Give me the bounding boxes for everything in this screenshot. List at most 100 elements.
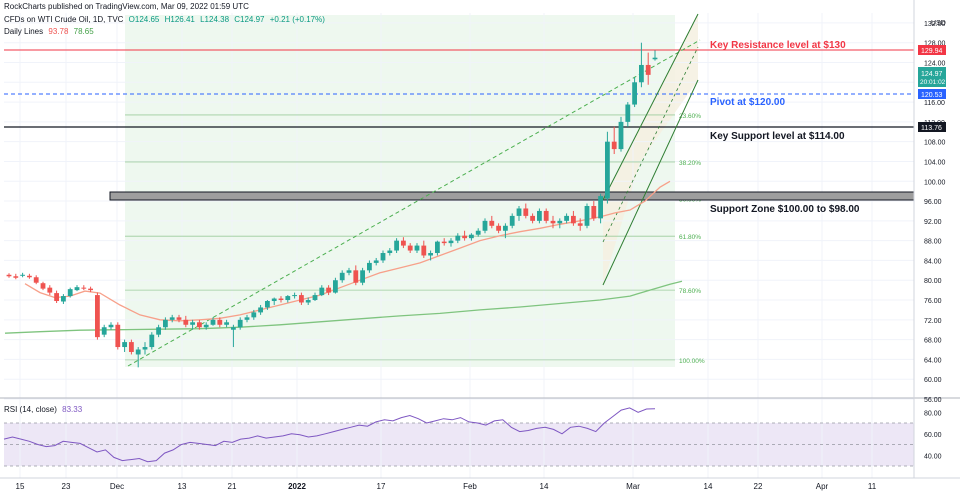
candle-body — [530, 215, 535, 221]
candle-body — [88, 288, 93, 291]
open-value: O124.65 — [128, 15, 160, 24]
candle-body — [203, 324, 209, 328]
candle-body — [489, 220, 495, 226]
candle-body — [571, 215, 576, 224]
candle-body — [217, 319, 223, 325]
candle-body — [387, 250, 393, 254]
rsi-legend: RSI (14, close) 83.33 — [4, 405, 82, 414]
candle-body — [319, 287, 325, 296]
time-tick-label: Apr — [816, 482, 829, 491]
candle-body — [618, 121, 624, 150]
pivot-annotation: Pivot at $120.00 — [710, 97, 785, 108]
time-tick-label: 15 — [16, 482, 25, 491]
time-tick-label: 14 — [704, 482, 713, 491]
support-badge-text: 113.76 — [921, 125, 942, 132]
ma-slow-value: 78.65 — [73, 27, 94, 36]
ma-slow-line — [4, 280, 683, 334]
price-tick-label: 80.00 — [924, 278, 942, 285]
price-tick-label: 68.00 — [924, 338, 942, 345]
candle-body — [129, 342, 134, 352]
candle-body — [455, 235, 461, 241]
moving-averages — [4, 180, 683, 334]
low-value: L124.38 — [200, 15, 230, 24]
candle-body — [299, 295, 304, 303]
candle-body — [625, 104, 631, 122]
ma-legend-label: Daily Lines — [4, 27, 44, 36]
candle-body — [190, 322, 195, 325]
candle-body — [550, 220, 556, 224]
rsi-tick-label: 80.00 — [924, 410, 942, 417]
candle-body — [271, 298, 277, 302]
time-tick-label: 21 — [228, 482, 237, 491]
countdown-text: 20:01:02 — [920, 79, 946, 86]
rsi-value: 83.33 — [62, 405, 83, 414]
candle-body — [645, 64, 651, 75]
pivot-badge-text: 120.53 — [921, 92, 943, 99]
candle-body — [156, 327, 161, 335]
candle-body — [435, 241, 440, 254]
candle-body — [115, 324, 121, 348]
pivot-badge — [918, 89, 946, 99]
candle-body — [312, 295, 318, 301]
candle-body — [557, 220, 563, 224]
candle-body — [605, 141, 610, 199]
candle-body — [67, 289, 73, 297]
change-value: +0.21 (+0.17%) — [269, 15, 325, 24]
candle-body — [20, 274, 25, 276]
price-tick-label: 116.00 — [924, 100, 945, 107]
candle-body — [135, 349, 141, 355]
candle-body — [360, 270, 365, 283]
candle-body — [176, 317, 182, 320]
candle-body — [441, 241, 447, 244]
resistance-badge — [918, 45, 946, 55]
candle-body — [6, 274, 12, 277]
candle-body — [401, 240, 406, 246]
candle-body — [333, 280, 338, 293]
support-zone-box — [109, 191, 915, 201]
price-tick-label: 76.00 — [924, 298, 942, 305]
ma-fast-value: 93.78 — [48, 27, 69, 36]
candle-body — [231, 327, 236, 330]
price-tick-label: 124.00 — [924, 60, 946, 67]
symbol-text: CFDs on WTI Crude Oil, 1D, TVC — [4, 15, 124, 24]
candle-body — [108, 324, 114, 328]
candle-body — [237, 319, 243, 328]
candle-body — [421, 245, 427, 256]
candle-body — [95, 295, 100, 338]
price-tick-label: 60.00 — [924, 377, 942, 384]
candle-body — [339, 272, 345, 281]
candle-body — [537, 210, 542, 221]
candle-body — [407, 245, 413, 251]
publisher-text: RockCharts published on TradingView.com,… — [4, 2, 249, 11]
fib-retracement-area — [125, 15, 675, 367]
candle-body — [13, 276, 19, 278]
candle-body — [482, 220, 488, 231]
publisher-line: RockCharts published on TradingView.com,… — [4, 2, 249, 11]
fib-level-label: 23.60% — [679, 113, 701, 120]
trend-line-dashed — [127, 39, 701, 367]
price-tick-label: 72.00 — [924, 318, 942, 325]
symbol-line: CFDs on WTI Crude Oil, 1D, TVC O124.65 H… — [4, 15, 325, 24]
time-tick-label: 14 — [540, 482, 549, 491]
time-tick-label: 23 — [62, 482, 71, 491]
time-tick-label: 17 — [377, 482, 386, 491]
fib-level-label: 61.80% — [679, 234, 701, 241]
resistance-badge-text: 129.94 — [921, 48, 943, 55]
last-price-text: 124.97 — [921, 71, 943, 78]
ma-legend: Daily Lines 93.78 78.65 — [4, 27, 94, 36]
fib-level-label: 38.20% — [679, 160, 701, 167]
candle-body — [265, 301, 270, 308]
time-tick-label: 13 — [178, 482, 187, 491]
candle-body — [611, 141, 617, 150]
candle-body — [244, 317, 250, 320]
candle-body — [33, 277, 39, 283]
candle-body — [101, 327, 107, 335]
candle-body — [394, 240, 399, 251]
rsi-tick-label: 40.00 — [924, 453, 942, 460]
time-tick-label: Feb — [463, 482, 477, 491]
resistance-annotation: Key Resistance level at $130 — [710, 40, 846, 51]
time-tick-label: Dec — [110, 482, 124, 491]
fib-level-label: 100.00% — [679, 358, 705, 365]
candle-body — [61, 296, 66, 302]
channel-lower-line — [602, 79, 699, 286]
